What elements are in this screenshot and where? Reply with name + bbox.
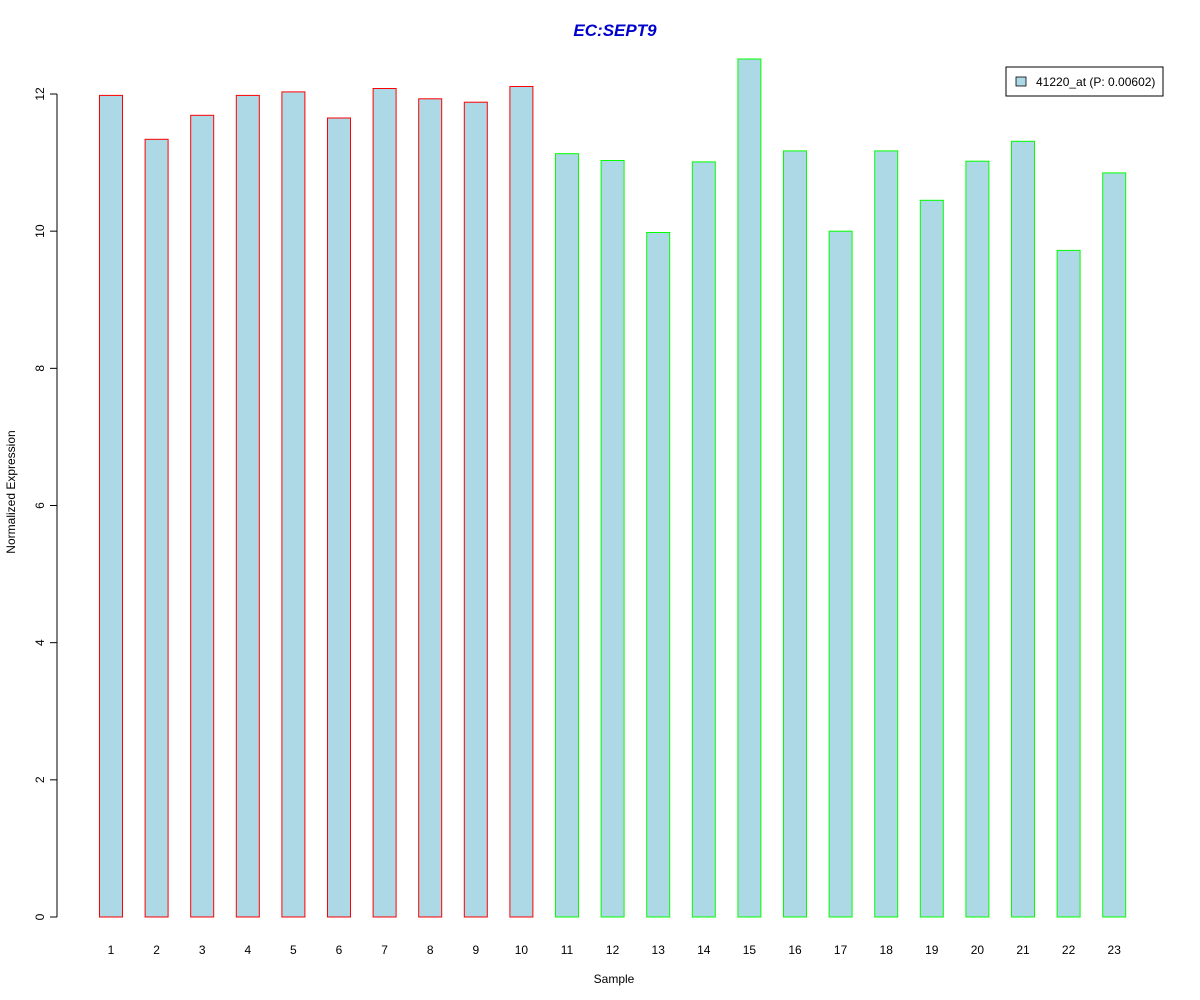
x-tick-label: 2 xyxy=(153,943,160,957)
y-axis-title: Normalized Expression xyxy=(4,430,18,553)
x-axis-title: Sample xyxy=(594,972,635,986)
bar-sample-14 xyxy=(691,161,716,918)
x-tick-label: 20 xyxy=(971,943,985,957)
x-tick-label: 11 xyxy=(561,943,574,957)
y-tick-label: 12 xyxy=(33,87,47,101)
x-tick-label: 10 xyxy=(515,943,529,957)
x-tick-label: 8 xyxy=(427,943,434,957)
legend-label: 41220_at (P: 0.00602) xyxy=(1036,75,1155,89)
x-tick-label: 15 xyxy=(743,943,757,957)
bar-sample-11 xyxy=(555,153,579,918)
x-tick-label: 6 xyxy=(336,943,343,957)
x-tick-label: 4 xyxy=(244,943,251,957)
bar-sample-6 xyxy=(327,117,351,918)
y-axis: 0 2 4 6 8 10 12 xyxy=(33,87,58,920)
bar-sample-1 xyxy=(99,94,123,918)
bar-sample-17 xyxy=(828,230,853,918)
bars-group xyxy=(99,58,1127,918)
y-tick-label: 0 xyxy=(33,913,47,920)
bar-sample-20 xyxy=(965,160,990,918)
bar-sample-12 xyxy=(600,160,625,918)
x-tick-label: 17 xyxy=(834,943,848,957)
y-tick-label: 2 xyxy=(33,776,47,783)
bar-sample-2 xyxy=(144,138,169,918)
x-tick-label: 5 xyxy=(290,943,297,957)
x-tick-label: 1 xyxy=(108,943,115,957)
bar-sample-3 xyxy=(190,114,215,918)
x-tick-label: 9 xyxy=(472,943,479,957)
x-tick-label: 13 xyxy=(652,943,666,957)
y-tick-label: 8 xyxy=(33,365,47,372)
x-tick-label: 23 xyxy=(1108,943,1122,957)
x-tick-label: 3 xyxy=(199,943,206,957)
bar-sample-4 xyxy=(235,94,260,918)
x-tick-label: 21 xyxy=(1016,943,1030,957)
chart-title: EC:SEPT9 xyxy=(573,21,657,40)
legend-swatch xyxy=(1015,76,1027,87)
bar-sample-8 xyxy=(418,98,443,918)
bar-sample-9 xyxy=(463,101,488,918)
x-tick-label: 18 xyxy=(880,943,894,957)
y-tick-label: 6 xyxy=(33,502,47,509)
x-tick-label: 7 xyxy=(381,943,388,957)
legend: 41220_at (P: 0.00602) xyxy=(1005,66,1164,97)
x-tick-label: 22 xyxy=(1062,943,1076,957)
bar-sample-18 xyxy=(874,150,899,918)
bar-sample-16 xyxy=(783,150,807,918)
bar-sample-13 xyxy=(646,232,671,918)
x-tick-label: 19 xyxy=(925,943,939,957)
y-tick-label: 10 xyxy=(33,224,47,238)
bar-sample-7 xyxy=(372,88,397,918)
bar-sample-10 xyxy=(509,86,534,918)
bar-sample-15 xyxy=(737,58,762,918)
x-tick-labels: 1 2 3 4 5 6 7 8 9 10 11 12 13 14 15 16 17 18 19 20 21 22 23 xyxy=(108,943,1122,957)
legend-box xyxy=(1005,66,1164,97)
bar-sample-22 xyxy=(1056,249,1081,918)
bar-sample-19 xyxy=(919,199,944,918)
x-tick-label: 14 xyxy=(697,943,711,957)
y-tick-label: 4 xyxy=(33,639,47,646)
bar-sample-21 xyxy=(1011,140,1035,918)
x-tick-label: 16 xyxy=(788,943,802,957)
x-tick-label: 12 xyxy=(606,943,620,957)
bar-sample-5 xyxy=(281,91,306,918)
bar-sample-23 xyxy=(1102,172,1127,918)
